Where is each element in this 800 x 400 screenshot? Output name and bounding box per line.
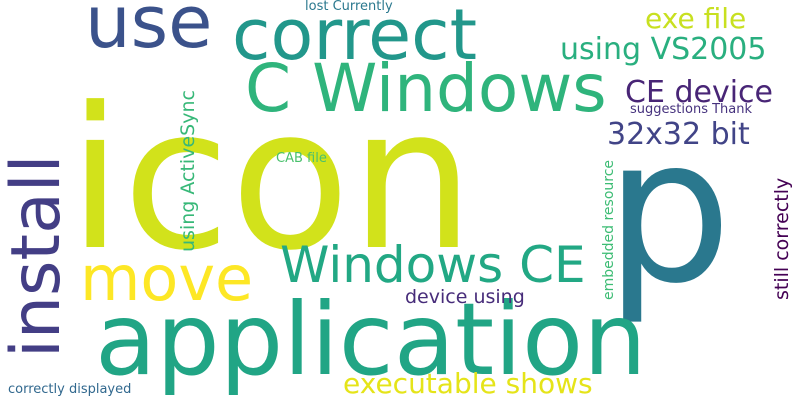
- word-application: application: [95, 281, 647, 398]
- word-suggestions-thank: suggestions Thank: [630, 102, 753, 117]
- word-device-using: device using: [405, 286, 525, 308]
- word-using-vs2005: using VS2005: [560, 32, 767, 67]
- word-still-correctly: still correctly: [771, 177, 793, 300]
- word-using-activesync: using ActiveSync: [177, 90, 199, 252]
- word-executable-shows: executable shows: [343, 367, 593, 400]
- word-correctly-displayed: correctly displayed: [8, 382, 132, 397]
- word-windows-ce: Windows CE: [280, 236, 586, 294]
- word-cab-file: CAB file: [276, 151, 327, 166]
- word-icon: icon: [68, 66, 475, 294]
- word-ce-device: CE device: [625, 75, 773, 110]
- word-lost-currently: lost Currently: [305, 0, 393, 14]
- word-p: p: [605, 95, 732, 328]
- word-embedded-resource: embedded resource: [601, 159, 617, 300]
- word-exe-file: exe file: [645, 2, 747, 35]
- word-install: install: [0, 154, 76, 358]
- word-correct: correct: [232, 0, 478, 76]
- word-32x32-bit: 32x32 bit: [607, 117, 750, 152]
- word-use: use: [85, 0, 213, 64]
- word-move: move: [80, 242, 254, 315]
- word-c-windows: C Windows: [245, 50, 607, 127]
